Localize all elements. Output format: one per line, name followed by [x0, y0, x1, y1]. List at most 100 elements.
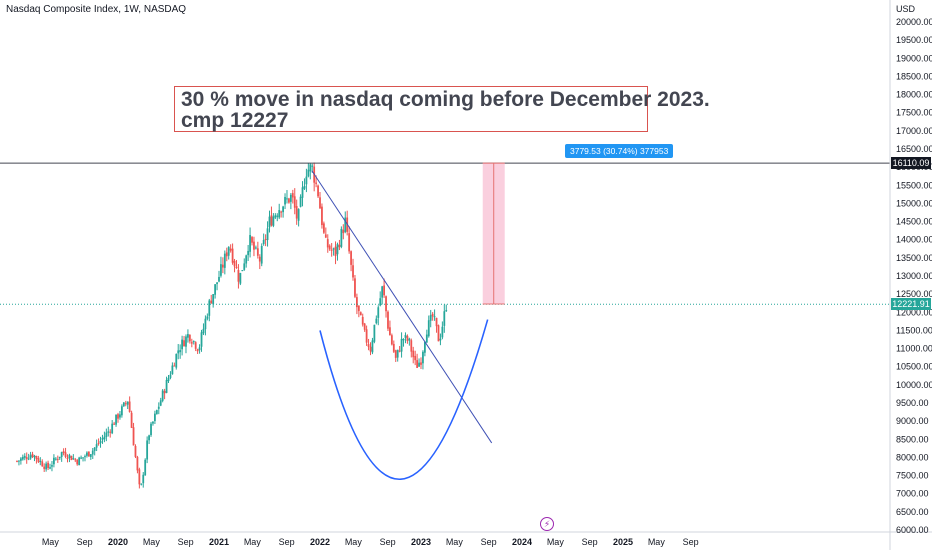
candle-body [276, 215, 279, 217]
candle-body [354, 278, 356, 297]
y-tick-label: 13500.00 [896, 253, 932, 263]
y-tick-label: 16500.00 [896, 144, 932, 154]
candle-body [132, 427, 135, 446]
candle-body [305, 176, 308, 185]
candle-body [111, 423, 114, 434]
candle-body [115, 414, 117, 425]
candle-body [60, 452, 63, 457]
y-tick-label: 9000.00 [896, 416, 929, 426]
candle-body [334, 246, 337, 257]
candle-body [315, 182, 318, 184]
candle-body [435, 317, 438, 327]
candle-body [86, 452, 88, 456]
candle-body [231, 248, 234, 263]
candle-body [422, 351, 424, 364]
candle-body [190, 342, 193, 344]
candle-body [344, 217, 347, 233]
candle-body [39, 460, 42, 463]
x-tick-label: 2024 [512, 537, 532, 547]
x-tick-label: May [547, 537, 565, 547]
candle-body [311, 165, 314, 167]
candle-body [239, 272, 242, 284]
candle-body [375, 318, 378, 324]
candle-body [136, 456, 139, 471]
candle-body [68, 454, 71, 459]
lightning-icon[interactable]: ⚡ [540, 517, 554, 531]
candle-body [291, 193, 294, 198]
candle-body [258, 256, 261, 262]
candle-body [208, 300, 211, 316]
candle-body [54, 458, 57, 460]
candle-body [245, 255, 248, 264]
candle-body [293, 196, 296, 208]
y-tick-label: 9500.00 [896, 398, 929, 408]
candle-body [247, 250, 250, 256]
candle-body [264, 239, 267, 241]
y-tick-label: 15000.00 [896, 198, 932, 208]
candle-body [221, 264, 224, 268]
candle-body [385, 296, 387, 312]
candle-body [177, 350, 180, 354]
measure-label: 3779.53 (30.74%) 377953 [565, 144, 674, 158]
cup-curve [319, 319, 489, 480]
x-tick-label: May [42, 537, 60, 547]
candle-body [340, 228, 343, 247]
candle-body [381, 286, 384, 298]
x-tick-label: May [648, 537, 666, 547]
candle-body [396, 349, 399, 358]
candle-body [43, 466, 46, 469]
candle-body [266, 228, 269, 241]
candle-body [87, 451, 90, 457]
x-tick-label: May [143, 537, 161, 547]
y-tick-label: 15500.00 [896, 180, 932, 190]
candle-body [206, 316, 209, 319]
candle-body [89, 454, 92, 457]
candle-body [53, 457, 55, 465]
drawings [0, 162, 890, 480]
candle-body [105, 432, 108, 438]
candle-body [441, 326, 444, 338]
candle-body [155, 410, 158, 414]
x-tick-label: 2020 [108, 537, 128, 547]
candle-body [338, 244, 341, 248]
candle-body [307, 169, 310, 177]
candle-body [260, 246, 263, 264]
annotation-box[interactable]: 30 % move in nasdaq coming before Decemb… [174, 86, 710, 132]
y-tick-label: 12000.00 [896, 307, 932, 317]
candle-body [278, 210, 281, 218]
candle-body [379, 298, 382, 306]
candle-body [35, 456, 38, 460]
candle-body [412, 350, 415, 358]
x-tick-label: May [345, 537, 363, 547]
candle-body [165, 379, 168, 393]
candle-body [150, 423, 152, 436]
candle-body [82, 457, 84, 459]
candle-body [80, 457, 82, 459]
candle-body [134, 446, 137, 457]
y-tick-label: 10000.00 [896, 380, 932, 390]
candle-body [128, 401, 131, 413]
candle-body [185, 336, 187, 347]
candle-body [140, 483, 143, 485]
y-tick-label: 11500.00 [896, 325, 932, 335]
candle-body [103, 436, 106, 440]
y-tick-label: 14500.00 [896, 217, 932, 227]
candle-body [319, 197, 321, 209]
x-tick-label: Sep [178, 537, 194, 547]
candle-body [289, 194, 292, 202]
candle-body [169, 374, 172, 378]
candle-body [336, 244, 339, 255]
candle-body [66, 457, 69, 459]
x-tick-label: Sep [582, 537, 598, 547]
candle-body [445, 310, 448, 312]
y-tick-label: 8000.00 [896, 452, 929, 462]
y-tick-label: 14000.00 [896, 235, 932, 245]
candle-body [202, 328, 205, 334]
candle-body [18, 460, 20, 462]
candle-body [124, 403, 127, 405]
candle-body [443, 311, 446, 326]
x-tick-label: 2022 [310, 537, 330, 547]
candle-body [241, 270, 244, 272]
candle-body [161, 390, 164, 401]
